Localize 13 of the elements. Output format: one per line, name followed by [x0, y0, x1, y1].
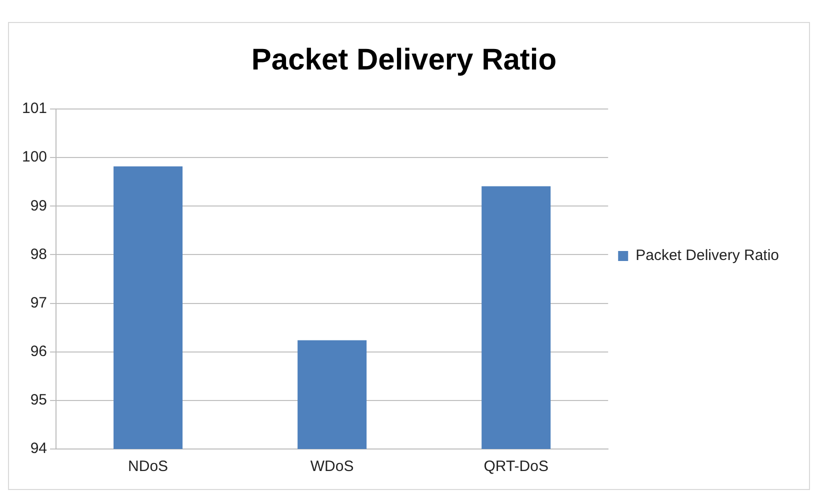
x-tick-label: QRT-DoS	[484, 458, 548, 476]
y-tick-label: 101	[22, 100, 48, 118]
y-tick-label: 94	[30, 440, 48, 458]
chart-title: Packet Delivery Ratio	[251, 43, 557, 76]
y-tick-label: 96	[30, 343, 48, 360]
y-tick-label: 98	[30, 246, 48, 263]
legend-label: Packet Delivery Ratio	[636, 247, 780, 264]
x-tick-label: NDoS	[128, 458, 168, 476]
x-tick-label: WDoS	[310, 458, 354, 476]
y-tick-label: 100	[22, 148, 48, 166]
y-tick-label: 97	[30, 294, 48, 312]
y-tick-label: 99	[30, 197, 48, 214]
y-tick-label: 95	[30, 392, 48, 409]
